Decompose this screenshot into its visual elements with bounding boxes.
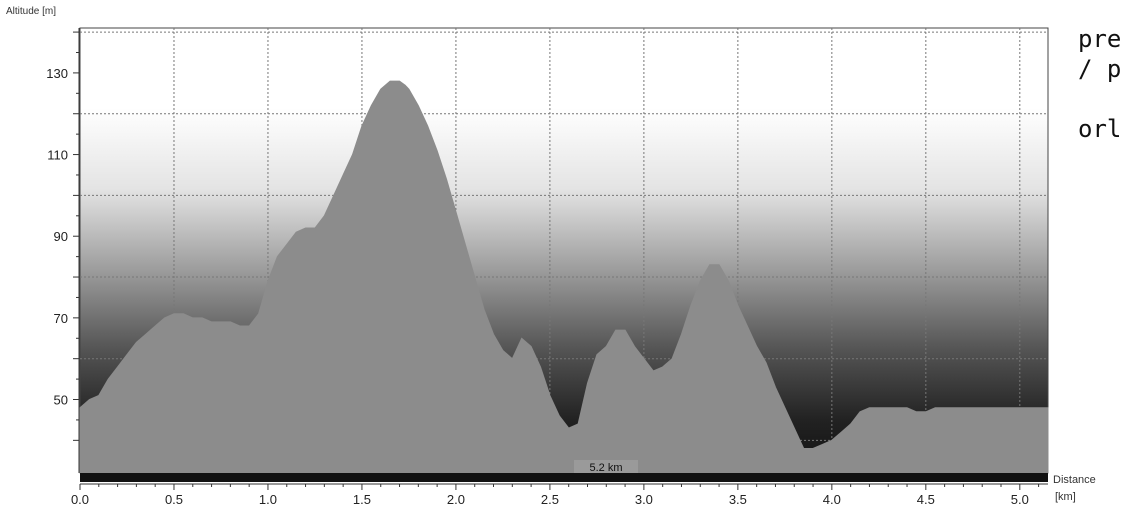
y-axis-title: Altitude [m] bbox=[6, 6, 56, 17]
y-tick-label: 110 bbox=[47, 148, 68, 163]
x-tick-label: 3.5 bbox=[729, 492, 747, 507]
x-tick-label: 1.5 bbox=[353, 492, 371, 507]
y-tick-label: 70 bbox=[54, 311, 68, 326]
side-text-line-3: orl bbox=[1078, 115, 1121, 143]
total-distance-label: 5.2 km bbox=[589, 462, 622, 474]
x-tick-label: 4.0 bbox=[823, 492, 841, 507]
x-tick-label: 4.5 bbox=[917, 492, 935, 507]
x-axis-title: Distance bbox=[1053, 474, 1096, 486]
x-tick-label: 1.0 bbox=[259, 492, 277, 507]
x-tick-label: 0.0 bbox=[71, 492, 89, 507]
distance-label-background bbox=[574, 460, 638, 473]
elevation-area bbox=[79, 80, 1049, 474]
y-tick-label: 50 bbox=[54, 393, 68, 408]
x-tick-label: 2.5 bbox=[541, 492, 559, 507]
side-text-block: pre / p orl bbox=[1078, 25, 1121, 143]
y-tick-label: 130 bbox=[46, 66, 68, 81]
x-tick-label: 3.0 bbox=[635, 492, 653, 507]
distance-bar: 5.2 km bbox=[80, 460, 1048, 482]
y-tick-label: 90 bbox=[54, 229, 68, 244]
side-text-line-1: pre bbox=[1078, 25, 1121, 53]
plot-area bbox=[79, 27, 1049, 474]
distance-bar-rect bbox=[80, 473, 1048, 482]
x-axis: 0.0 0.5 1.0 1.5 2.0 2.5 3.0 3.5 4.0 4.5 5.0 bbox=[71, 483, 1048, 507]
x-tick-label: 0.5 bbox=[165, 492, 183, 507]
side-text-line-2: / p bbox=[1078, 55, 1121, 83]
x-tick-label: 5.0 bbox=[1011, 492, 1029, 507]
y-axis: 130 110 90 70 50 bbox=[46, 28, 80, 473]
x-axis-unit: [km] bbox=[1055, 491, 1076, 503]
x-tick-label: 2.0 bbox=[447, 492, 465, 507]
